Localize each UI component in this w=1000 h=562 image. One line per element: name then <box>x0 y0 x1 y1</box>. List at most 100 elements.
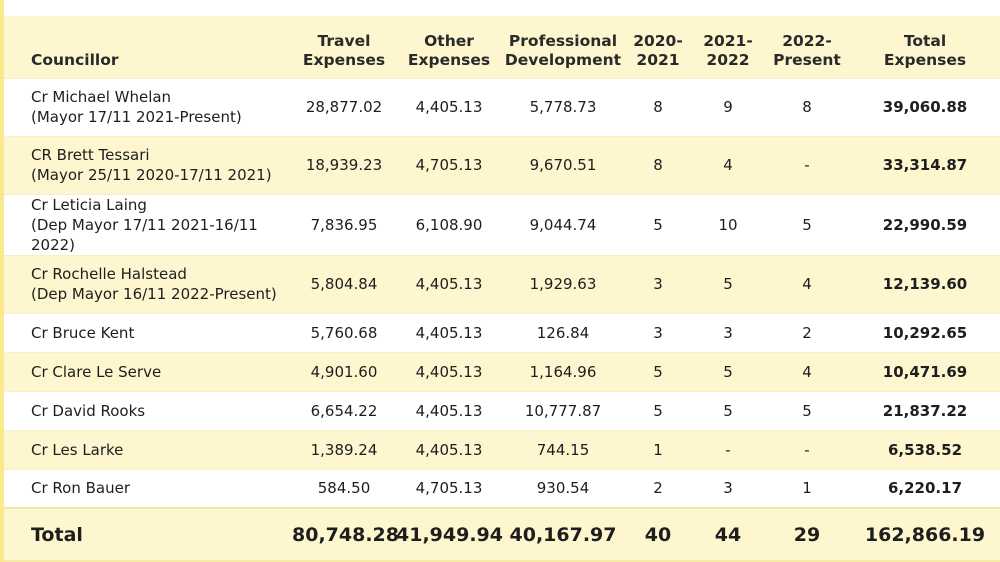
meetings-2020-cell: 3 <box>653 323 663 342</box>
meetings-2021-cell: 3 <box>723 323 733 342</box>
meetings-2021-cell: 5 <box>723 401 733 420</box>
header-professional-development: Professional Development <box>504 31 622 69</box>
header-councillor: Councillor <box>31 50 119 69</box>
table-row: Cr David Rooks 6,654.22 4,405.13 10,777.… <box>4 391 1000 430</box>
totals-grand-total: 162,866.19 <box>864 523 986 546</box>
meetings-2021-cell: 4 <box>723 156 733 174</box>
meetings-2020-cell: 5 <box>653 215 663 234</box>
other-expenses-cell: 4,405.13 <box>415 323 483 342</box>
totals-2021: 44 <box>714 523 742 546</box>
other-expenses-cell: 4,705.13 <box>415 479 483 498</box>
professional-development-cell: 930.54 <box>536 479 590 498</box>
meetings-2020-cell: 5 <box>653 401 663 420</box>
total-expenses-cell: 10,292.65 <box>882 323 968 342</box>
meetings-2022-cell: 4 <box>802 275 812 293</box>
meetings-2022-cell: 1 <box>802 479 812 498</box>
meetings-2022-cell: - <box>804 440 810 459</box>
top-strip <box>4 0 1000 16</box>
travel-expenses-cell: 4,901.60 <box>310 362 378 381</box>
total-expenses-cell: 6,220.17 <box>887 479 963 498</box>
header-2021-2022: 2021- 2022 <box>703 31 753 69</box>
meetings-2020-cell: 2 <box>653 479 663 498</box>
total-expenses-cell: 21,837.22 <box>882 401 968 420</box>
travel-expenses-cell: 28,877.02 <box>305 98 383 116</box>
professional-development-cell: 9,044.74 <box>529 215 597 234</box>
meetings-2020-cell: 5 <box>653 362 663 381</box>
header-other-expenses: Other Expenses <box>407 31 491 69</box>
councillor-name: Cr Clare Le Serve <box>31 362 162 381</box>
travel-expenses-cell: 18,939.23 <box>305 156 383 174</box>
other-expenses-cell: 4,405.13 <box>415 440 483 459</box>
table-row: Cr Rochelle Halstead (Dep Mayor 16/11 202… <box>4 255 1000 313</box>
travel-expenses-cell: 5,760.68 <box>310 323 378 342</box>
header-total-expenses: Total Expenses <box>883 31 967 69</box>
totals-2022: 29 <box>793 523 821 546</box>
meetings-2022-cell: 5 <box>802 401 812 420</box>
totals-travel: 80,748.28 <box>292 523 399 546</box>
totals-other: 41,949.94 <box>396 523 503 546</box>
councillor-name: Cr Bruce Kent <box>31 323 135 342</box>
councillor-name: Cr Leticia Laing (Dep Mayor 17/11 2021-16… <box>31 195 258 254</box>
meetings-2021-cell: 5 <box>723 275 733 293</box>
meetings-2021-cell: - <box>725 440 731 459</box>
meetings-2021-cell: 9 <box>723 98 733 116</box>
meetings-2020-cell: 8 <box>653 156 663 174</box>
professional-development-cell: 126.84 <box>536 323 590 342</box>
meetings-2022-cell: 2 <box>802 323 812 342</box>
header-row: Councillor Travel Expenses Other Expenses … <box>4 16 1000 78</box>
totals-label: Total <box>31 523 83 546</box>
councillor-name: Cr Ron Bauer <box>31 479 130 498</box>
meetings-2020-cell: 8 <box>653 98 663 116</box>
meetings-2021-cell: 3 <box>723 479 733 498</box>
travel-expenses-cell: 6,654.22 <box>310 401 378 420</box>
table-row: Cr Bruce Kent 5,760.68 4,405.13 126.84 3… <box>4 313 1000 352</box>
travel-expenses-cell: 5,804.84 <box>310 275 378 293</box>
travel-expenses-cell: 7,836.95 <box>310 215 378 234</box>
meetings-2022-cell: 8 <box>802 98 812 116</box>
professional-development-cell: 5,778.73 <box>529 98 597 116</box>
professional-development-cell: 9,670.51 <box>529 156 597 174</box>
councillor-name: Cr Les Larke <box>31 440 124 459</box>
councillor-expenses-table: Councillor Travel Expenses Other Expenses … <box>4 16 1000 560</box>
total-expenses-cell: 39,060.88 <box>882 98 968 116</box>
meetings-2022-cell: 4 <box>802 362 812 381</box>
header-2020-2021: 2020- 2021 <box>633 31 683 69</box>
meetings-2021-cell: 5 <box>723 362 733 381</box>
other-expenses-cell: 4,405.13 <box>415 98 483 116</box>
other-expenses-cell: 4,705.13 <box>415 156 483 174</box>
table-row: Cr Michael Whelan (Mayor 17/11 2021-Prese… <box>4 78 1000 136</box>
professional-development-cell: 1,929.63 <box>529 275 597 293</box>
table-row: CR Brett Tessari (Mayor 25/11 2020-17/11 … <box>4 136 1000 194</box>
councillor-name: Cr Michael Whelan (Mayor 17/11 2021-Prese… <box>31 88 242 126</box>
meetings-2021-cell: 10 <box>718 215 738 234</box>
councillor-name: CR Brett Tessari (Mayor 25/11 2020-17/11 … <box>31 146 272 184</box>
meetings-2022-cell: 5 <box>802 215 812 234</box>
table-row: Cr Les Larke 1,389.24 4,405.13 744.15 1 … <box>4 430 1000 469</box>
other-expenses-cell: 4,405.13 <box>415 275 483 293</box>
total-expenses-cell: 10,471.69 <box>882 362 968 381</box>
total-expenses-cell: 33,314.87 <box>882 156 968 174</box>
travel-expenses-cell: 1,389.24 <box>310 440 378 459</box>
total-expenses-cell: 22,990.59 <box>882 215 968 234</box>
totals-professional: 40,167.97 <box>509 523 617 546</box>
travel-expenses-cell: 584.50 <box>317 479 371 498</box>
other-expenses-cell: 6,108.90 <box>415 215 483 234</box>
table-row: Cr Clare Le Serve 4,901.60 4,405.13 1,16… <box>4 352 1000 391</box>
totals-2020: 40 <box>644 523 672 546</box>
table-row: Cr Ron Bauer 584.50 4,705.13 930.54 2 3 … <box>4 469 1000 508</box>
professional-development-cell: 744.15 <box>536 440 590 459</box>
other-expenses-cell: 4,405.13 <box>415 401 483 420</box>
professional-development-cell: 10,777.87 <box>524 401 602 420</box>
other-expenses-cell: 4,405.13 <box>415 362 483 381</box>
meetings-2020-cell: 3 <box>653 275 663 293</box>
total-expenses-cell: 6,538.52 <box>887 440 963 459</box>
header-travel-expenses: Travel Expenses <box>302 31 386 69</box>
councillor-name: Cr David Rooks <box>31 401 146 420</box>
table-row: Cr Leticia Laing (Dep Mayor 17/11 2021-16… <box>4 194 1000 255</box>
total-expenses-cell: 12,139.60 <box>882 275 968 293</box>
professional-development-cell: 1,164.96 <box>529 362 597 381</box>
header-2022-present: 2022- Present <box>773 31 841 69</box>
bottom-border <box>4 560 1000 562</box>
meetings-2022-cell: - <box>804 156 810 174</box>
